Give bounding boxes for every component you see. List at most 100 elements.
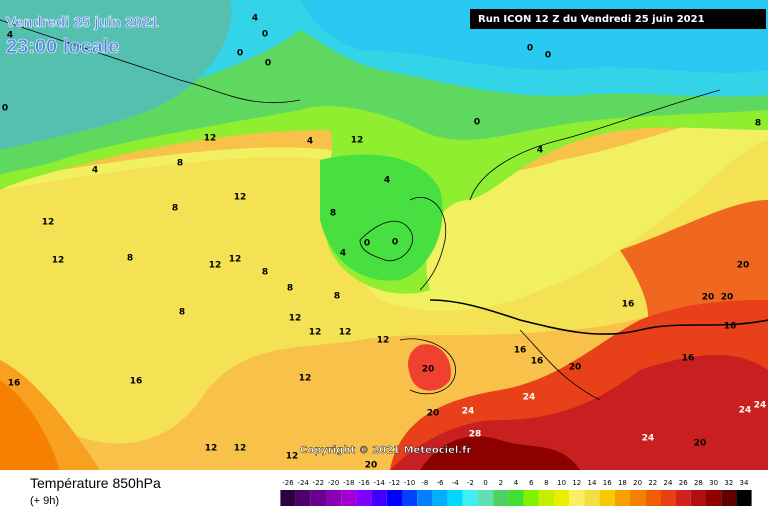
scale-tick-label: 30	[709, 479, 718, 487]
contour-label: 16	[8, 379, 21, 389]
scale-tick-label: -6	[437, 479, 445, 487]
contour-label: 8	[127, 254, 133, 264]
scale-swatch	[660, 490, 676, 506]
scale-swatch	[310, 490, 326, 506]
contour-label: 12	[234, 193, 247, 203]
scale-swatch	[675, 490, 691, 506]
contour-label: 0	[2, 104, 8, 114]
contour-label: 20	[365, 461, 378, 471]
footer-title: Température 850hPa	[30, 475, 161, 491]
contour-label: 20	[427, 409, 440, 419]
contour-label: 20	[737, 261, 750, 271]
copyright: Copyright © 2021 Meteociel.fr	[300, 445, 471, 456]
map-background	[0, 0, 768, 470]
scale-tick-label: -10	[404, 479, 415, 487]
scale-tick-label: -14	[373, 479, 385, 487]
scale-tick-label: -22	[313, 479, 324, 487]
scale-swatch	[599, 490, 615, 506]
contour-label: 8	[287, 284, 293, 294]
scale-swatch	[569, 490, 585, 506]
scale-tick-label: 12	[572, 479, 581, 487]
scale-swatch	[645, 490, 661, 506]
scale-tick-label: 22	[648, 479, 657, 487]
scale-swatch	[432, 490, 448, 506]
scale-tick-label: -20	[328, 479, 339, 487]
scale-swatch	[554, 490, 570, 506]
scale-swatch	[706, 490, 722, 506]
scale-swatch	[295, 490, 311, 506]
scale-swatch	[371, 490, 387, 506]
contour-label: 4	[340, 249, 346, 259]
contour-label: 8	[755, 119, 761, 129]
scale-tick-label: -16	[358, 479, 370, 487]
contour-label: 8	[172, 204, 178, 214]
scale-tick-label: -4	[452, 479, 460, 487]
scale-tick-label: -24	[297, 479, 309, 487]
contour-label: 16	[682, 354, 695, 364]
contour-label: 8	[262, 268, 268, 278]
run-box	[470, 9, 766, 29]
contour-label: 20	[721, 293, 734, 303]
scale-swatch	[478, 490, 494, 506]
contour-label: 12	[209, 261, 222, 271]
contour-label: 24	[739, 406, 752, 416]
scale-swatch	[721, 490, 737, 506]
contour-label: 4	[384, 176, 390, 186]
contour-label: 24	[462, 407, 475, 417]
contour-label: 12	[299, 374, 312, 384]
contour-label: 8	[179, 308, 185, 318]
contour-label: 8	[177, 159, 183, 169]
scale-swatch	[341, 490, 357, 506]
scale-tick-label: 26	[679, 479, 688, 487]
contour-label: 16	[514, 346, 527, 356]
contour-label: 28	[469, 430, 482, 440]
contour-label: 12	[205, 444, 218, 454]
contour-label: 12	[42, 218, 55, 228]
contour-label: 4	[7, 31, 13, 41]
contour-label: 0	[545, 51, 551, 61]
scale-tick-label: 0	[483, 479, 487, 487]
contour-label: 12	[377, 336, 390, 346]
scale-tick-label: 32	[724, 479, 733, 487]
scale-swatch	[493, 490, 509, 506]
scale-tick-label: -8	[421, 479, 428, 487]
scale-swatch	[523, 490, 539, 506]
color-scale: -26 -24 -22 -20 -18 -16 -14 -12 -10 -8 -6 -4 -2 0 2 4 6 8…	[280, 479, 752, 506]
scale-tick-label: 4	[514, 479, 519, 487]
scale-tick-label: 8	[544, 479, 548, 487]
run-label: Run ICON 12 Z du Vendredi 25 juin 2021	[478, 14, 705, 25]
scale-swatch	[736, 490, 752, 506]
footer-subtitle: (+ 9h)	[30, 495, 59, 507]
scale-tick-label: 28	[694, 479, 703, 487]
scale-swatch	[417, 490, 433, 506]
contour-label: 0	[237, 49, 243, 59]
contour-label: 12	[339, 328, 352, 338]
contour-label: 0	[262, 30, 268, 40]
scale-tick-label: 6	[529, 479, 534, 487]
coastlines	[0, 19, 768, 401]
contour-label: 0	[474, 118, 480, 128]
scale-swatch	[614, 490, 630, 506]
date-label: Vendredi 25 juin 2021	[6, 14, 159, 31]
contour-label: 8	[330, 209, 336, 219]
contour-label: 0	[392, 238, 398, 248]
header: Vendredi 25 juin 2021 23:00 locale Run I…	[6, 9, 766, 456]
scale-tick-label: 20	[633, 479, 642, 487]
contour-label: 0	[265, 59, 271, 69]
contour-label: 0	[364, 239, 370, 249]
contour-label: 12	[204, 134, 217, 144]
scale-tick-label: 18	[618, 479, 627, 487]
contour-label: 12	[309, 328, 322, 338]
contour-label: 20	[702, 293, 715, 303]
scale-swatch	[584, 490, 600, 506]
scale-swatch	[508, 490, 524, 506]
scale-swatch	[538, 490, 554, 506]
scale-tick-label: -26	[282, 479, 294, 487]
contour-label: 12	[286, 452, 299, 462]
scale-tick-label: -18	[343, 479, 354, 487]
contour-label: 12	[229, 255, 242, 265]
scale-swatch	[462, 490, 478, 506]
time-label: 23:00 locale	[6, 36, 119, 58]
